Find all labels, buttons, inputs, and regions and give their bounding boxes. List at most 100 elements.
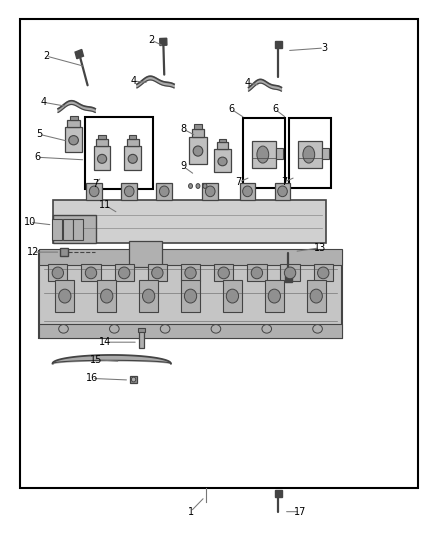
Ellipse shape <box>318 267 329 279</box>
Ellipse shape <box>310 289 322 303</box>
Bar <box>127 139 138 146</box>
Bar <box>148 264 167 281</box>
Text: 10: 10 <box>24 217 36 227</box>
Bar <box>252 141 276 168</box>
Ellipse shape <box>203 183 207 189</box>
Bar <box>217 142 228 149</box>
Ellipse shape <box>124 186 134 197</box>
Text: 6: 6 <box>228 104 234 114</box>
Ellipse shape <box>98 155 106 163</box>
Text: 3: 3 <box>321 43 327 53</box>
Bar <box>247 264 266 281</box>
Bar <box>20 19 418 488</box>
Text: 12: 12 <box>27 247 39 257</box>
Ellipse shape <box>243 186 252 197</box>
Bar <box>52 219 62 240</box>
Bar <box>60 248 68 256</box>
Text: 9: 9 <box>180 161 186 171</box>
Ellipse shape <box>251 267 262 279</box>
Ellipse shape <box>118 267 130 279</box>
Bar <box>63 219 73 240</box>
Text: 7: 7 <box>92 179 99 189</box>
Polygon shape <box>160 38 167 45</box>
Bar <box>94 146 110 170</box>
Ellipse shape <box>142 289 155 303</box>
Text: 14: 14 <box>99 337 111 347</box>
Bar <box>39 249 342 265</box>
Text: 13: 13 <box>314 243 326 253</box>
Text: 15: 15 <box>90 355 102 365</box>
Bar <box>96 139 108 146</box>
Ellipse shape <box>185 267 196 279</box>
Bar <box>98 135 106 139</box>
Polygon shape <box>275 490 282 497</box>
Bar <box>114 264 134 281</box>
Polygon shape <box>249 79 281 91</box>
Ellipse shape <box>193 146 203 156</box>
Ellipse shape <box>218 267 230 279</box>
Bar <box>275 183 290 200</box>
Bar <box>156 183 172 200</box>
Text: 11: 11 <box>99 200 111 210</box>
Bar <box>202 183 218 200</box>
Bar <box>130 376 137 383</box>
Bar <box>314 264 333 281</box>
Ellipse shape <box>85 267 97 279</box>
Bar <box>65 127 82 152</box>
Bar <box>243 118 285 188</box>
Bar <box>124 146 141 170</box>
Ellipse shape <box>303 146 314 163</box>
Bar <box>192 128 204 136</box>
Ellipse shape <box>257 146 269 163</box>
Ellipse shape <box>188 183 193 189</box>
Bar <box>53 200 326 243</box>
Ellipse shape <box>152 267 163 279</box>
Bar <box>219 139 226 142</box>
Bar <box>214 264 233 281</box>
Ellipse shape <box>284 267 296 279</box>
Text: 16: 16 <box>86 374 98 383</box>
Ellipse shape <box>196 183 200 189</box>
Bar <box>240 183 255 200</box>
Ellipse shape <box>313 325 322 333</box>
Ellipse shape <box>128 155 137 163</box>
Text: 7: 7 <box>281 177 287 187</box>
Bar <box>138 328 145 332</box>
Ellipse shape <box>211 325 221 333</box>
Bar <box>73 219 83 240</box>
Text: 8: 8 <box>180 124 186 134</box>
Text: 6: 6 <box>34 152 40 162</box>
Bar <box>289 118 331 188</box>
Bar <box>67 120 80 127</box>
Ellipse shape <box>268 289 280 303</box>
Text: 4: 4 <box>131 76 137 86</box>
Bar <box>139 330 144 348</box>
Polygon shape <box>58 101 95 112</box>
Bar <box>39 324 342 338</box>
Bar <box>53 215 96 243</box>
Text: 1: 1 <box>187 507 194 516</box>
Polygon shape <box>137 76 174 88</box>
Ellipse shape <box>101 289 113 303</box>
Ellipse shape <box>262 325 272 333</box>
Ellipse shape <box>69 135 78 145</box>
Bar <box>280 264 300 281</box>
Bar <box>181 264 200 281</box>
Bar <box>307 280 326 312</box>
Bar <box>97 280 117 312</box>
Ellipse shape <box>218 157 227 166</box>
Bar <box>85 117 153 189</box>
Bar <box>322 148 328 159</box>
Ellipse shape <box>160 325 170 333</box>
Bar <box>48 264 67 281</box>
Bar <box>194 124 202 128</box>
Bar <box>129 241 162 266</box>
Bar <box>81 264 101 281</box>
Text: 7: 7 <box>236 177 242 187</box>
Ellipse shape <box>110 325 119 333</box>
Bar <box>214 149 231 172</box>
Ellipse shape <box>59 289 71 303</box>
Bar <box>181 280 200 312</box>
Bar <box>189 136 207 164</box>
Polygon shape <box>75 50 84 59</box>
